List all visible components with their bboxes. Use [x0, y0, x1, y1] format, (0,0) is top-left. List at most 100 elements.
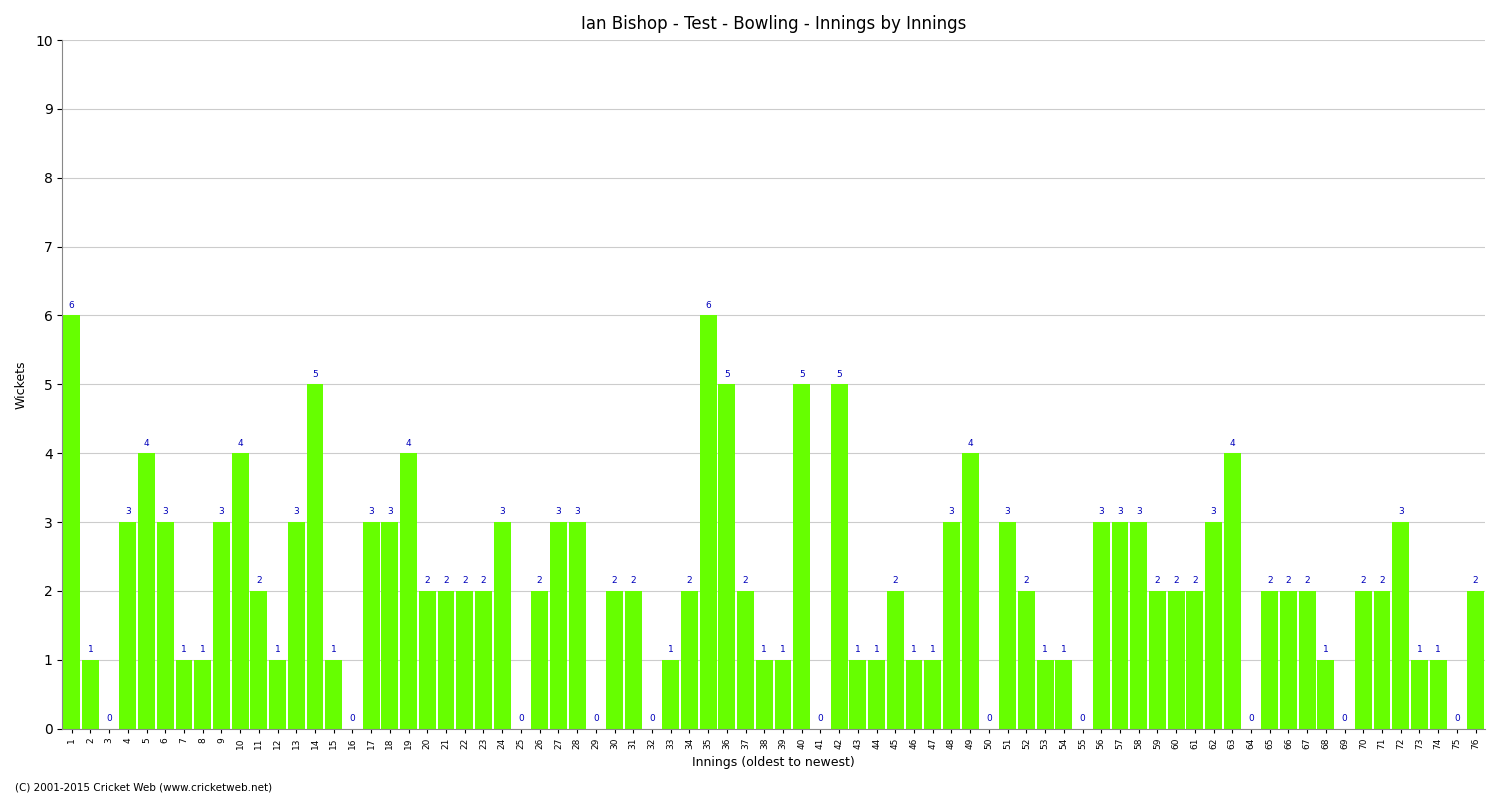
Bar — [626, 591, 642, 729]
Bar — [494, 522, 510, 729]
Bar — [1204, 522, 1222, 729]
Text: 2: 2 — [742, 576, 748, 586]
Bar — [1354, 591, 1371, 729]
Bar — [774, 660, 792, 729]
Bar — [158, 522, 174, 729]
Bar — [550, 522, 567, 729]
Text: 4: 4 — [968, 438, 974, 448]
Text: 4: 4 — [1230, 438, 1234, 448]
Bar — [1149, 591, 1166, 729]
Bar — [400, 453, 417, 729]
Text: 2: 2 — [537, 576, 543, 586]
Bar — [288, 522, 304, 729]
Text: 0: 0 — [650, 714, 656, 723]
Bar — [924, 660, 940, 729]
Bar — [381, 522, 399, 729]
Text: 2: 2 — [892, 576, 898, 586]
Text: 0: 0 — [818, 714, 824, 723]
Text: 0: 0 — [1248, 714, 1254, 723]
Bar — [831, 384, 848, 729]
Bar — [699, 315, 717, 729]
Text: 0: 0 — [592, 714, 598, 723]
Text: 3: 3 — [1118, 507, 1124, 517]
Text: 2: 2 — [1378, 576, 1384, 586]
Bar — [1392, 522, 1408, 729]
Text: 4: 4 — [144, 438, 150, 448]
Bar — [1374, 591, 1390, 729]
Text: 2: 2 — [424, 576, 430, 586]
Text: 1: 1 — [1042, 645, 1048, 654]
Text: 1: 1 — [930, 645, 936, 654]
Text: 1: 1 — [855, 645, 861, 654]
Text: 2: 2 — [256, 576, 261, 586]
Bar — [1280, 591, 1298, 729]
Text: 3: 3 — [500, 507, 506, 517]
Bar — [1224, 453, 1240, 729]
Text: 3: 3 — [555, 507, 561, 517]
Bar — [363, 522, 380, 729]
Bar — [663, 660, 680, 729]
Text: 5: 5 — [312, 370, 318, 379]
Bar — [82, 660, 99, 729]
Text: 2: 2 — [1473, 576, 1479, 586]
Text: 3: 3 — [1005, 507, 1011, 517]
Bar — [1467, 591, 1484, 729]
Text: 5: 5 — [724, 370, 729, 379]
Text: 4: 4 — [406, 438, 411, 448]
Bar — [944, 522, 960, 729]
Bar — [568, 522, 585, 729]
Bar — [681, 591, 698, 729]
Text: 1: 1 — [1436, 645, 1442, 654]
Bar — [1262, 591, 1278, 729]
Text: 3: 3 — [219, 507, 225, 517]
Bar — [849, 660, 867, 729]
Text: 1: 1 — [274, 645, 280, 654]
Bar — [718, 384, 735, 729]
Bar — [268, 660, 286, 729]
Bar — [1317, 660, 1335, 729]
Bar — [176, 660, 192, 729]
Text: 1: 1 — [87, 645, 93, 654]
Text: 2: 2 — [462, 576, 468, 586]
Text: 0: 0 — [986, 714, 992, 723]
Text: 1: 1 — [1323, 645, 1329, 654]
Text: 1: 1 — [200, 645, 206, 654]
Text: 6: 6 — [705, 301, 711, 310]
Text: 3: 3 — [294, 507, 298, 517]
X-axis label: Innings (oldest to newest): Innings (oldest to newest) — [693, 756, 855, 769]
Bar — [195, 660, 211, 729]
Bar — [476, 591, 492, 729]
Text: 3: 3 — [1398, 507, 1404, 517]
Bar — [120, 522, 136, 729]
Text: 5: 5 — [800, 370, 804, 379]
Text: 1: 1 — [780, 645, 786, 654]
Bar — [999, 522, 1016, 729]
Bar — [231, 453, 249, 729]
Bar — [1167, 591, 1185, 729]
Bar — [1019, 591, 1035, 729]
Bar — [251, 591, 267, 729]
Bar — [419, 591, 436, 729]
Text: 2: 2 — [687, 576, 692, 586]
Text: 1: 1 — [668, 645, 674, 654]
Text: 1: 1 — [182, 645, 188, 654]
Text: 2: 2 — [442, 576, 448, 586]
Text: 3: 3 — [124, 507, 130, 517]
Bar — [1036, 660, 1053, 729]
Text: 3: 3 — [162, 507, 168, 517]
Text: 5: 5 — [837, 370, 842, 379]
Bar — [1430, 660, 1446, 729]
Text: 3: 3 — [369, 507, 374, 517]
Bar — [1299, 591, 1316, 729]
Text: 3: 3 — [574, 507, 580, 517]
Text: 3: 3 — [948, 507, 954, 517]
Bar — [531, 591, 548, 729]
Y-axis label: Wickets: Wickets — [15, 360, 28, 409]
Text: 2: 2 — [1192, 576, 1197, 586]
Text: 2: 2 — [630, 576, 636, 586]
Bar — [1412, 660, 1428, 729]
Text: 1: 1 — [762, 645, 766, 654]
Bar — [438, 591, 454, 729]
Text: 2: 2 — [1268, 576, 1272, 586]
Bar — [1131, 522, 1148, 729]
